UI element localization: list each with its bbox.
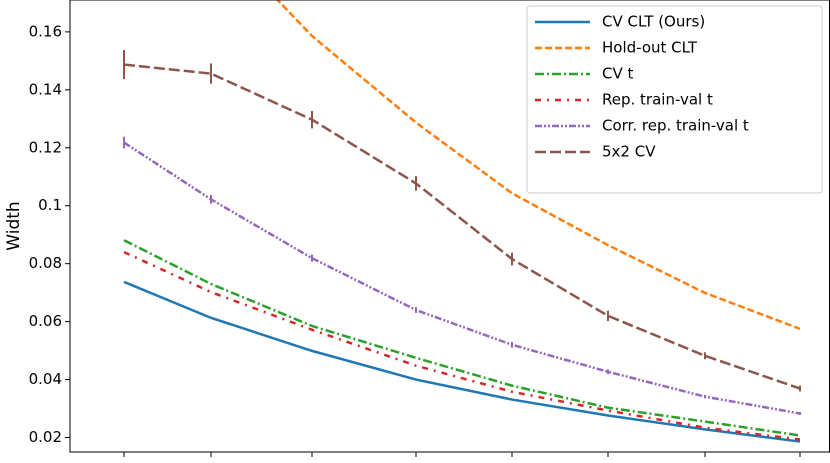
y-tick-label: 0.1 bbox=[38, 196, 62, 214]
y-tick-label: 0.06 bbox=[29, 312, 62, 330]
y-tick-label: 0.08 bbox=[29, 254, 62, 272]
y-tick-label: 0.14 bbox=[29, 80, 62, 98]
series-line bbox=[275, 0, 801, 331]
y-tick-label: 0.12 bbox=[29, 138, 62, 156]
y-tick-label: 0.02 bbox=[29, 428, 62, 446]
legend-label: Rep. train-val t bbox=[602, 91, 713, 109]
legend-label: 5x2 CV bbox=[602, 143, 656, 161]
series-line bbox=[123, 250, 801, 441]
legend-box bbox=[526, 5, 823, 194]
legend-label: CV t bbox=[602, 65, 634, 83]
legend-label: Hold-out CLT bbox=[602, 39, 698, 57]
series-line bbox=[123, 63, 801, 390]
y-tick-label: 0.04 bbox=[29, 370, 62, 388]
plot-area bbox=[123, 0, 801, 443]
y-tick-label: 0.16 bbox=[29, 22, 62, 40]
series-line bbox=[123, 239, 801, 437]
series-line bbox=[123, 280, 801, 443]
series-line bbox=[123, 141, 801, 415]
legend-label: CV CLT (Ours) bbox=[602, 13, 705, 31]
y-axis-label: Width bbox=[4, 201, 24, 250]
legend-label: Corr. rep. train-val t bbox=[602, 117, 749, 135]
